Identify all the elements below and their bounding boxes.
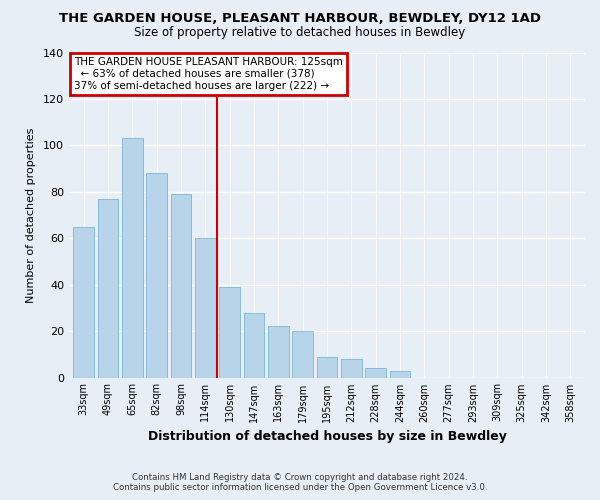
Bar (98, 198, 118, 378)
Bar (170, 194, 191, 378)
Text: Size of property relative to detached houses in Bewdley: Size of property relative to detached ho… (134, 26, 466, 39)
Bar (244, 312, 265, 378)
Bar (292, 331, 313, 378)
Bar (365, 368, 386, 378)
Bar (146, 173, 167, 378)
X-axis label: Distribution of detached houses by size in Bewdley: Distribution of detached houses by size … (148, 430, 506, 443)
Bar (268, 326, 289, 378)
Text: THE GARDEN HOUSE, PLEASANT HARBOUR, BEWDLEY, DY12 1AD: THE GARDEN HOUSE, PLEASANT HARBOUR, BEWD… (59, 12, 541, 26)
Text: Contains HM Land Registry data © Crown copyright and database right 2024.
Contai: Contains HM Land Registry data © Crown c… (113, 473, 487, 492)
Y-axis label: Number of detached properties: Number of detached properties (26, 128, 36, 302)
Bar (195, 238, 215, 378)
Bar (122, 138, 143, 378)
Bar (341, 359, 362, 378)
Text: THE GARDEN HOUSE PLEASANT HARBOUR: 125sqm
  ← 63% of detached houses are smaller: THE GARDEN HOUSE PLEASANT HARBOUR: 125sq… (74, 58, 343, 90)
Bar (219, 287, 240, 378)
Bar (389, 370, 410, 378)
Bar (73, 226, 94, 378)
Bar (317, 356, 337, 378)
